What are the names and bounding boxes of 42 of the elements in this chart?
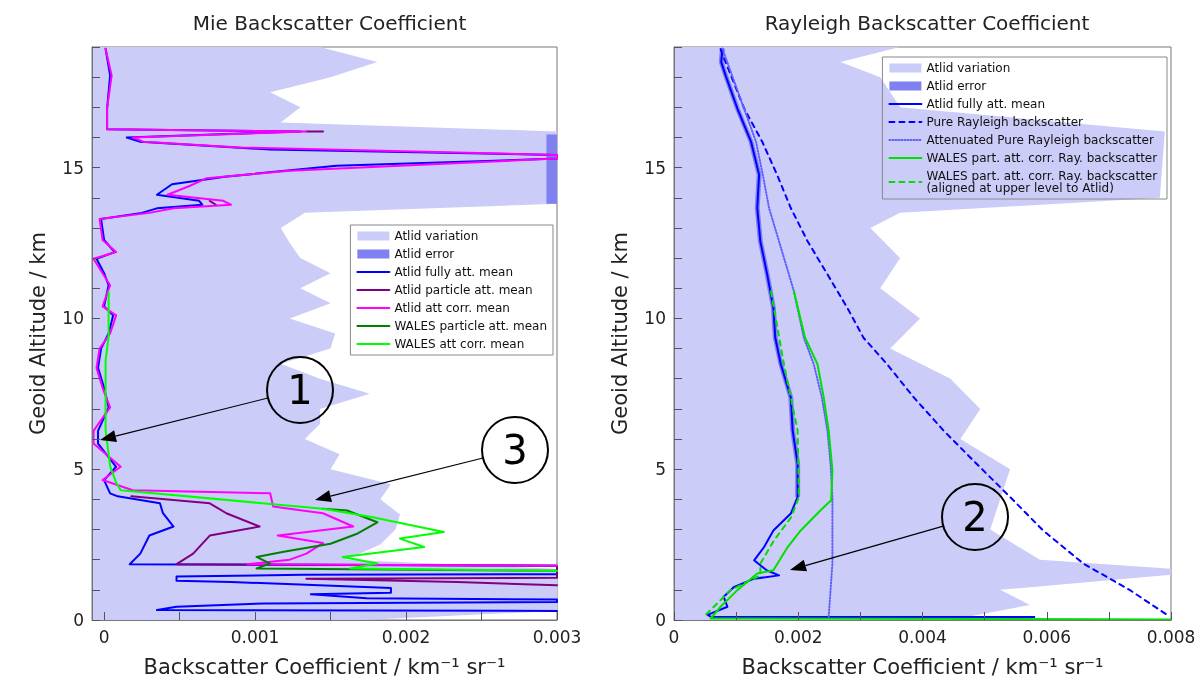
y-axis-title: Geoid Altitude / km	[607, 232, 632, 435]
annotation: 1	[287, 367, 313, 413]
x-tick-label: 0.006	[1022, 626, 1072, 647]
x-axis-title: Backscatter Coefficient / km⁻¹ sr⁻¹	[741, 654, 1104, 679]
legend-label: WALES particle att. mean	[394, 319, 548, 333]
y-tick-label: 0	[73, 610, 84, 630]
y-tick-label: 15	[644, 157, 666, 178]
legend-label: Atlid fully att. mean	[926, 97, 1046, 111]
legend-label: Atlid variation	[926, 61, 1011, 75]
legend-label: WALES part. att. corr. Ray. backscatter	[926, 151, 1158, 165]
chart-title: Rayleigh Backscatter Coefficient	[764, 11, 1090, 35]
x-tick-label: 0.003	[532, 626, 582, 647]
y-tick-label: 0	[655, 610, 666, 630]
x-axis-title: Backscatter Coefficient / km⁻¹ sr⁻¹	[143, 654, 506, 679]
legend-label: Atlid particle att. mean	[394, 283, 533, 297]
x-tick-label: 0.001	[230, 626, 280, 647]
y-tick-label: 10	[62, 308, 84, 329]
annotation: 2	[962, 494, 988, 540]
chart-title: Mie Backscatter Coefficient	[192, 11, 467, 35]
y-axis-title: Geoid Altitude / km	[25, 232, 50, 435]
x-tick-label: 0.002	[381, 626, 431, 647]
legend-label: Pure Rayleigh backscatter	[926, 115, 1084, 129]
legend-label: Atlid att corr. mean	[394, 301, 510, 315]
y-tick-label: 5	[655, 459, 666, 480]
x-tick-label: 0.002	[773, 626, 823, 647]
line-series	[709, 290, 1172, 621]
legend-label: WALES part. att. corr. Ray. backscatter (aligned at upper level to Atlid)	[926, 169, 1162, 195]
y-tick-label: 10	[644, 308, 666, 329]
y-tick-label: 5	[73, 459, 84, 480]
y-tick-label: 15	[62, 157, 84, 178]
legend-label: Attenuated Pure Rayleigh backscatter	[926, 133, 1154, 147]
x-tick-label: 0	[668, 626, 680, 647]
x-tick-label: 0.004	[898, 626, 947, 647]
legend-label: Atlid error	[926, 79, 987, 93]
line-series	[721, 47, 834, 618]
legend-label: WALES att corr. mean	[394, 337, 525, 351]
x-tick-label: 0.008	[1146, 626, 1196, 647]
legend-label: Atlid variation	[394, 229, 479, 243]
legend-label: Atlid error	[394, 247, 455, 261]
legend-label: Atlid fully att. mean	[394, 265, 514, 279]
annotation: 3	[502, 427, 528, 473]
x-tick-label: 0	[98, 626, 110, 647]
